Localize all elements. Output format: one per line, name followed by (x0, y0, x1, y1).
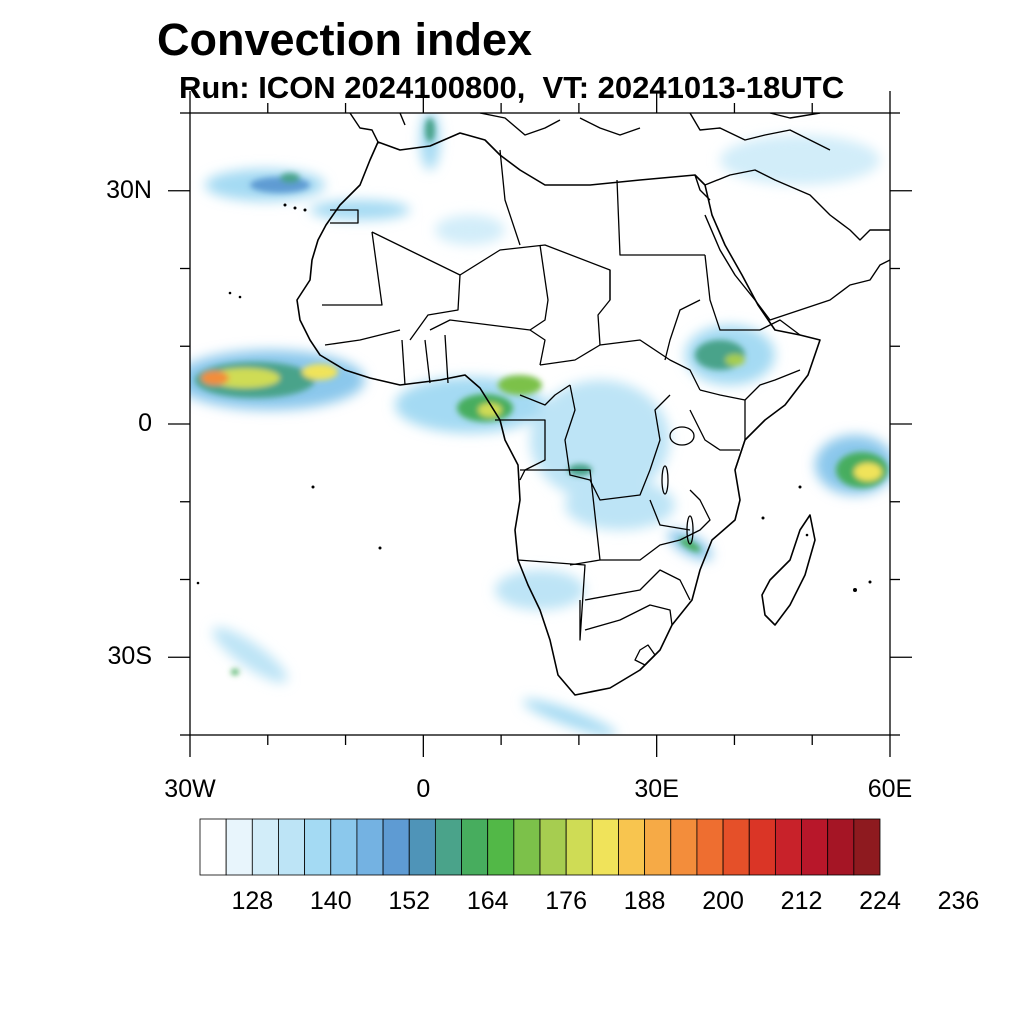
colorbar-tick-label: 164 (466, 887, 509, 915)
colorbar-swatch (696, 818, 724, 876)
colorbar-swatch (591, 818, 619, 876)
colorbar-swatch (670, 818, 698, 876)
colorbar-swatch (461, 818, 489, 876)
colorbar-swatch (539, 818, 567, 876)
colorbar-swatch (356, 818, 384, 876)
lon-label: 0 (416, 775, 431, 803)
colorbar-swatch (748, 818, 776, 876)
colorbar-tick-label: 140 (309, 887, 352, 915)
colorbar-tick-label: 152 (388, 887, 431, 915)
colorbar-swatch (304, 818, 332, 876)
colorbar-tick-label: 200 (702, 887, 744, 915)
colorbar-tick-label: 128 (231, 887, 274, 915)
madagascar-outline (761, 514, 816, 626)
colorbar-swatch (618, 818, 646, 876)
lon-label: 60E (867, 775, 913, 803)
colorbar-swatch (774, 818, 802, 876)
country-borders (322, 149, 801, 666)
lat-label: 30S (107, 642, 152, 671)
map-subtitle: Run: ICON 2024100800, VT: 20241013-18UTC (179, 70, 845, 105)
colorbar-tick-label: 188 (623, 887, 666, 915)
colorbar-swatch (434, 818, 462, 876)
colorbar-tick-label: 224 (859, 887, 901, 915)
map-plot-area (190, 113, 890, 735)
colorbar-swatch (853, 818, 881, 876)
colorbar-tick-label: 236 (937, 887, 980, 915)
colorbar-swatch (251, 818, 279, 876)
convection-field (190, 113, 890, 735)
colorbar-swatch (722, 818, 750, 876)
axis-ticks (168, 91, 912, 757)
colorbar-swatch (199, 818, 227, 876)
colorbar-tick-label: 176 (545, 887, 587, 915)
lon-label: 30W (164, 775, 216, 803)
small-islands (196, 203, 872, 592)
colorbar-swatch (408, 818, 436, 876)
colorbar-swatch (565, 818, 593, 876)
colorbar (199, 818, 881, 876)
colorbar-swatch (487, 818, 515, 876)
lat-label: 0 (138, 409, 152, 437)
colorbar-swatch (644, 818, 672, 876)
lat-label: 30N (106, 175, 152, 204)
colorbar-swatch (801, 818, 829, 876)
colorbar-swatch (827, 818, 855, 876)
colorbar-swatch (382, 818, 410, 876)
colorbar-tick-label: 212 (780, 887, 823, 915)
lakes (661, 426, 695, 545)
colorbar-swatch (225, 818, 253, 876)
map-title: Convection index (157, 14, 533, 65)
colorbar-swatch (278, 818, 306, 876)
colorbar-swatch (330, 818, 358, 876)
lon-label: 30E (634, 775, 679, 803)
europe-arabia-coastline (349, 113, 890, 321)
colorbar-swatch (513, 818, 541, 876)
